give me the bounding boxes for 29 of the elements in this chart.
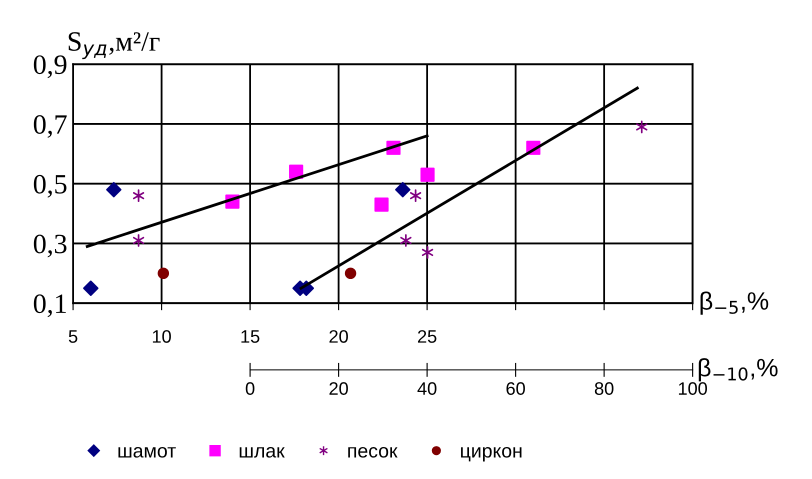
- point: [132, 234, 144, 247]
- point: [106, 182, 122, 198]
- x-tick-label: 15: [241, 330, 260, 343]
- x2-tick-label: 60: [506, 382, 525, 395]
- x2-tick-label: 80: [594, 382, 614, 395]
- x-axis-title: β$_{−5}$,%: [700, 291, 768, 315]
- legend-label: циркон: [461, 447, 522, 462]
- y-tick-label: 0,9: [34, 55, 66, 78]
- x-tick-label: 5: [68, 330, 78, 343]
- legend-label: шлак: [240, 447, 285, 458]
- point: [83, 280, 98, 296]
- point: [132, 189, 144, 202]
- x2-tick-label: 20: [329, 382, 348, 395]
- legend-label: песок: [348, 447, 398, 458]
- x2-tick-label: 40: [417, 382, 436, 395]
- point: [289, 164, 304, 179]
- x2-tick-label: 100: [678, 382, 707, 395]
- legend-label: шамот: [118, 447, 176, 458]
- x-tick-label: 25: [418, 330, 436, 343]
- x2-tick-label: 0: [246, 382, 254, 395]
- y-tick-label: 0,3: [34, 234, 66, 258]
- y-tick-label: 0,7: [34, 115, 67, 138]
- y-tick-label: 0,5: [34, 174, 66, 198]
- point: [158, 268, 170, 280]
- x-tick-label: 20: [329, 330, 348, 343]
- y-axis-title: S$_{уд}$,м²/г: [68, 32, 160, 60]
- x2-axis-title: β$_{−10}$,%: [698, 358, 778, 382]
- x-tick-label: 10: [152, 330, 171, 343]
- y-tick-label: 0,1: [34, 294, 66, 318]
